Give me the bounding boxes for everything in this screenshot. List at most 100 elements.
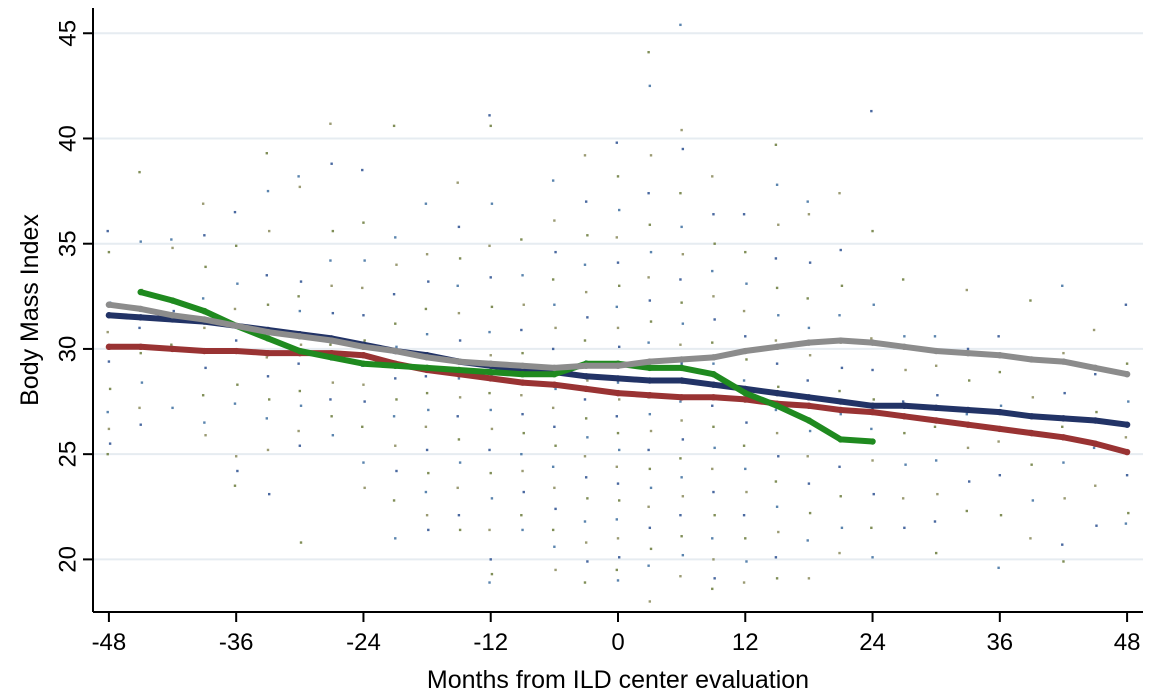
series-2-point: [614, 389, 622, 397]
scatter-point: [520, 328, 523, 332]
scatter-point: [233, 484, 237, 487]
x-tick-label: 0: [611, 629, 624, 656]
scatter-point: [553, 219, 556, 222]
series-3-point: [392, 362, 399, 369]
scatter-point: [362, 461, 365, 464]
series-3-point: [137, 288, 144, 296]
scatter-point: [679, 400, 682, 403]
scatter-point: [298, 389, 302, 393]
x-axis-title: Months from ILD center evaluation: [427, 666, 809, 694]
scatter-point: [618, 556, 621, 559]
series-1-point: [1123, 421, 1131, 428]
series-4-point: [582, 362, 590, 369]
scatter-point: [681, 253, 685, 256]
scatter-point: [1127, 511, 1130, 515]
scatter-point: [997, 566, 1000, 570]
scatter-point: [329, 259, 332, 262]
scatter-point: [1124, 436, 1128, 439]
scatter-point: [329, 398, 332, 401]
scatter-point: [554, 326, 557, 330]
scatter-point: [425, 448, 429, 452]
scatter-point: [554, 250, 557, 254]
scatter-point: [616, 579, 620, 582]
series-1-point: [773, 389, 781, 397]
scatter-point: [713, 318, 716, 321]
scatter-point: [394, 537, 397, 540]
x-tick-label: 36: [986, 629, 1013, 656]
scatter-point: [299, 541, 303, 544]
scatter-point: [424, 202, 428, 205]
scatter-point: [203, 234, 206, 237]
scatter-point: [936, 394, 939, 397]
series-3-point: [519, 370, 526, 378]
scatter-point: [489, 408, 492, 412]
scatter-point: [171, 406, 174, 410]
scatter-point: [395, 469, 398, 473]
series-1-point: [805, 394, 813, 401]
scatter-point: [807, 213, 811, 216]
scatter-point: [680, 301, 683, 304]
scatter-point: [392, 499, 396, 502]
series-4-point: [105, 301, 113, 308]
scatter-point: [1125, 362, 1129, 365]
scatter-point: [774, 408, 778, 412]
scatter-point: [649, 250, 653, 254]
scatter-point: [615, 141, 618, 144]
scatter-point: [361, 168, 364, 172]
scatter-point: [1063, 497, 1066, 500]
series-2-point: [1092, 440, 1099, 447]
scatter-point: [1095, 410, 1098, 414]
scatter-point: [966, 347, 970, 351]
scatter-point: [394, 236, 397, 239]
scatter-point: [266, 448, 270, 452]
scatter-point: [204, 265, 207, 269]
scatter-point: [965, 288, 968, 292]
scatter-point: [427, 408, 430, 412]
scatter-point: [107, 427, 111, 431]
scatter-point: [1094, 484, 1097, 487]
scatter-point: [616, 537, 620, 540]
x-tick-label: 48: [1114, 629, 1141, 656]
scatter-point: [648, 467, 652, 471]
scatter-point: [584, 200, 588, 203]
series-4-point: [805, 339, 813, 346]
scatter-point: [840, 526, 844, 530]
scatter-point: [934, 364, 938, 367]
scatter-point: [777, 223, 780, 226]
scatter-point: [870, 337, 873, 340]
scatter-point: [583, 154, 587, 157]
series-2-point: [582, 385, 590, 393]
series-1-point: [582, 373, 590, 380]
scatter-point: [744, 250, 747, 254]
scatter-point: [586, 497, 589, 500]
scatter-point: [1062, 461, 1065, 464]
series-4-point: [710, 354, 717, 361]
scatter-point: [489, 354, 492, 357]
scatter-point: [679, 278, 682, 281]
scatter-point: [774, 143, 778, 146]
scatter-point: [553, 303, 556, 306]
scatter-point: [998, 370, 1002, 374]
scatter-point: [649, 429, 653, 433]
series-3-point: [201, 307, 208, 315]
series-2-point: [232, 347, 240, 355]
scatter-point: [521, 351, 524, 355]
scatter-point: [839, 412, 842, 416]
scatter-point: [236, 282, 239, 285]
series-4-point: [869, 339, 876, 346]
scatter-point: [618, 208, 621, 212]
scatter-point: [170, 343, 173, 346]
scatter-point: [745, 358, 748, 361]
scatter-point: [521, 274, 524, 277]
series-3-point: [805, 417, 813, 424]
scatter-point: [266, 189, 270, 193]
scatter-point: [649, 547, 653, 551]
scatter-point: [172, 309, 175, 313]
scatter-point: [806, 297, 809, 300]
scatter-point: [745, 421, 748, 424]
scatter-point: [616, 482, 620, 485]
scatter-point: [615, 305, 618, 309]
scatter-point: [679, 23, 682, 27]
scatter-point: [425, 391, 429, 395]
scatter-point: [554, 387, 557, 391]
